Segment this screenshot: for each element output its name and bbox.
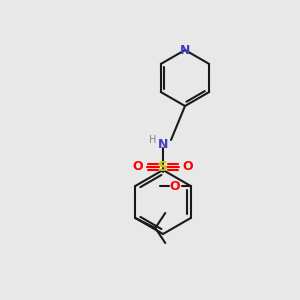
Text: N: N bbox=[180, 44, 190, 56]
Text: N: N bbox=[158, 139, 168, 152]
Text: O: O bbox=[133, 160, 143, 173]
Text: O: O bbox=[183, 160, 193, 173]
Text: S: S bbox=[158, 160, 168, 174]
Text: O: O bbox=[169, 179, 180, 193]
Text: H: H bbox=[149, 135, 157, 145]
